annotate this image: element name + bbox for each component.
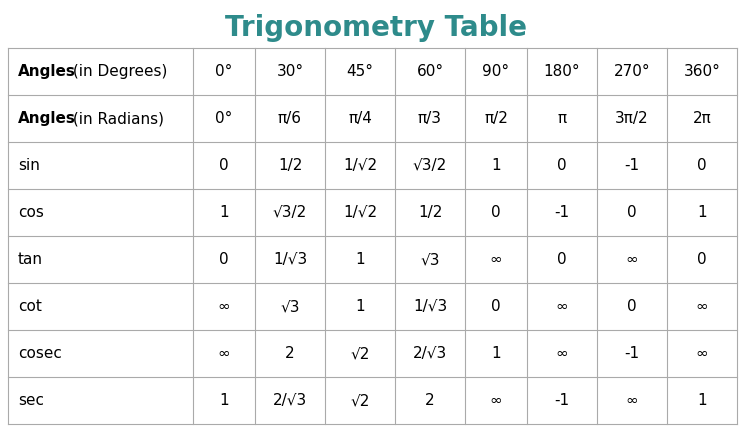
Text: ∞: ∞: [696, 299, 708, 314]
Text: Angles: Angles: [18, 64, 76, 79]
Text: 1/√2: 1/√2: [343, 205, 377, 220]
Text: 0: 0: [557, 252, 567, 267]
Text: 1: 1: [697, 393, 707, 408]
Text: cot: cot: [18, 299, 42, 314]
Text: π/6: π/6: [278, 111, 302, 126]
Text: 1: 1: [491, 158, 501, 173]
Text: ∞: ∞: [490, 393, 502, 408]
Text: ∞: ∞: [696, 346, 708, 361]
Text: 1/√2: 1/√2: [343, 158, 377, 173]
Text: 0: 0: [491, 205, 501, 220]
Text: 1: 1: [491, 346, 501, 361]
Text: 2/√3: 2/√3: [273, 393, 307, 408]
Text: 270°: 270°: [614, 64, 650, 79]
Text: 0: 0: [219, 158, 229, 173]
Text: -1: -1: [554, 205, 569, 220]
Text: 2π: 2π: [693, 111, 711, 126]
Text: 0°: 0°: [215, 111, 232, 126]
Text: π: π: [557, 111, 566, 126]
Text: 60°: 60°: [417, 64, 444, 79]
Text: 0: 0: [219, 252, 229, 267]
Text: -1: -1: [624, 346, 639, 361]
Text: Angles: Angles: [18, 111, 76, 126]
Text: 0: 0: [627, 299, 637, 314]
Text: 0: 0: [627, 205, 637, 220]
Text: 1/2: 1/2: [277, 158, 302, 173]
Text: 0: 0: [557, 158, 567, 173]
Text: √3: √3: [420, 252, 440, 267]
Text: 0: 0: [697, 158, 707, 173]
Text: Trigonometry Table: Trigonometry Table: [225, 14, 527, 42]
Text: 1/√3: 1/√3: [413, 299, 447, 314]
Text: √2: √2: [350, 346, 370, 361]
Text: 1: 1: [355, 252, 365, 267]
Text: cos: cos: [18, 205, 44, 220]
Text: sin: sin: [18, 158, 40, 173]
Text: √3/2: √3/2: [273, 205, 307, 220]
Text: √2: √2: [350, 393, 370, 408]
Text: -1: -1: [624, 158, 639, 173]
Text: 2: 2: [425, 393, 435, 408]
Text: 1/2: 1/2: [418, 205, 442, 220]
Text: tan: tan: [18, 252, 43, 267]
Text: 2: 2: [285, 346, 295, 361]
Text: 90°: 90°: [483, 64, 510, 79]
Text: (in Radians): (in Radians): [68, 111, 164, 126]
Text: √3: √3: [280, 299, 300, 314]
Text: 0°: 0°: [215, 64, 232, 79]
Text: ∞: ∞: [490, 252, 502, 267]
Text: 1: 1: [355, 299, 365, 314]
Text: sec: sec: [18, 393, 44, 408]
Text: 1: 1: [219, 393, 229, 408]
Text: ∞: ∞: [556, 299, 569, 314]
Text: 2/√3: 2/√3: [413, 346, 447, 361]
Text: 1: 1: [697, 205, 707, 220]
Text: (in Degrees): (in Degrees): [68, 64, 168, 79]
Text: 45°: 45°: [347, 64, 374, 79]
Text: π/2: π/2: [484, 111, 508, 126]
Text: π/3: π/3: [418, 111, 442, 126]
Text: 0: 0: [697, 252, 707, 267]
Text: 1: 1: [219, 205, 229, 220]
Text: -1: -1: [554, 393, 569, 408]
Text: √3/2: √3/2: [413, 158, 447, 173]
Text: ∞: ∞: [626, 252, 638, 267]
Text: cosec: cosec: [18, 346, 62, 361]
Text: π/4: π/4: [348, 111, 372, 126]
Text: ∞: ∞: [217, 299, 230, 314]
Text: 3π/2: 3π/2: [615, 111, 649, 126]
Text: 30°: 30°: [277, 64, 304, 79]
Text: 360°: 360°: [684, 64, 720, 79]
Text: ∞: ∞: [556, 346, 569, 361]
Text: 0: 0: [491, 299, 501, 314]
Text: ∞: ∞: [217, 346, 230, 361]
Text: 1/√3: 1/√3: [273, 252, 307, 267]
Text: 180°: 180°: [544, 64, 581, 79]
Text: ∞: ∞: [626, 393, 638, 408]
